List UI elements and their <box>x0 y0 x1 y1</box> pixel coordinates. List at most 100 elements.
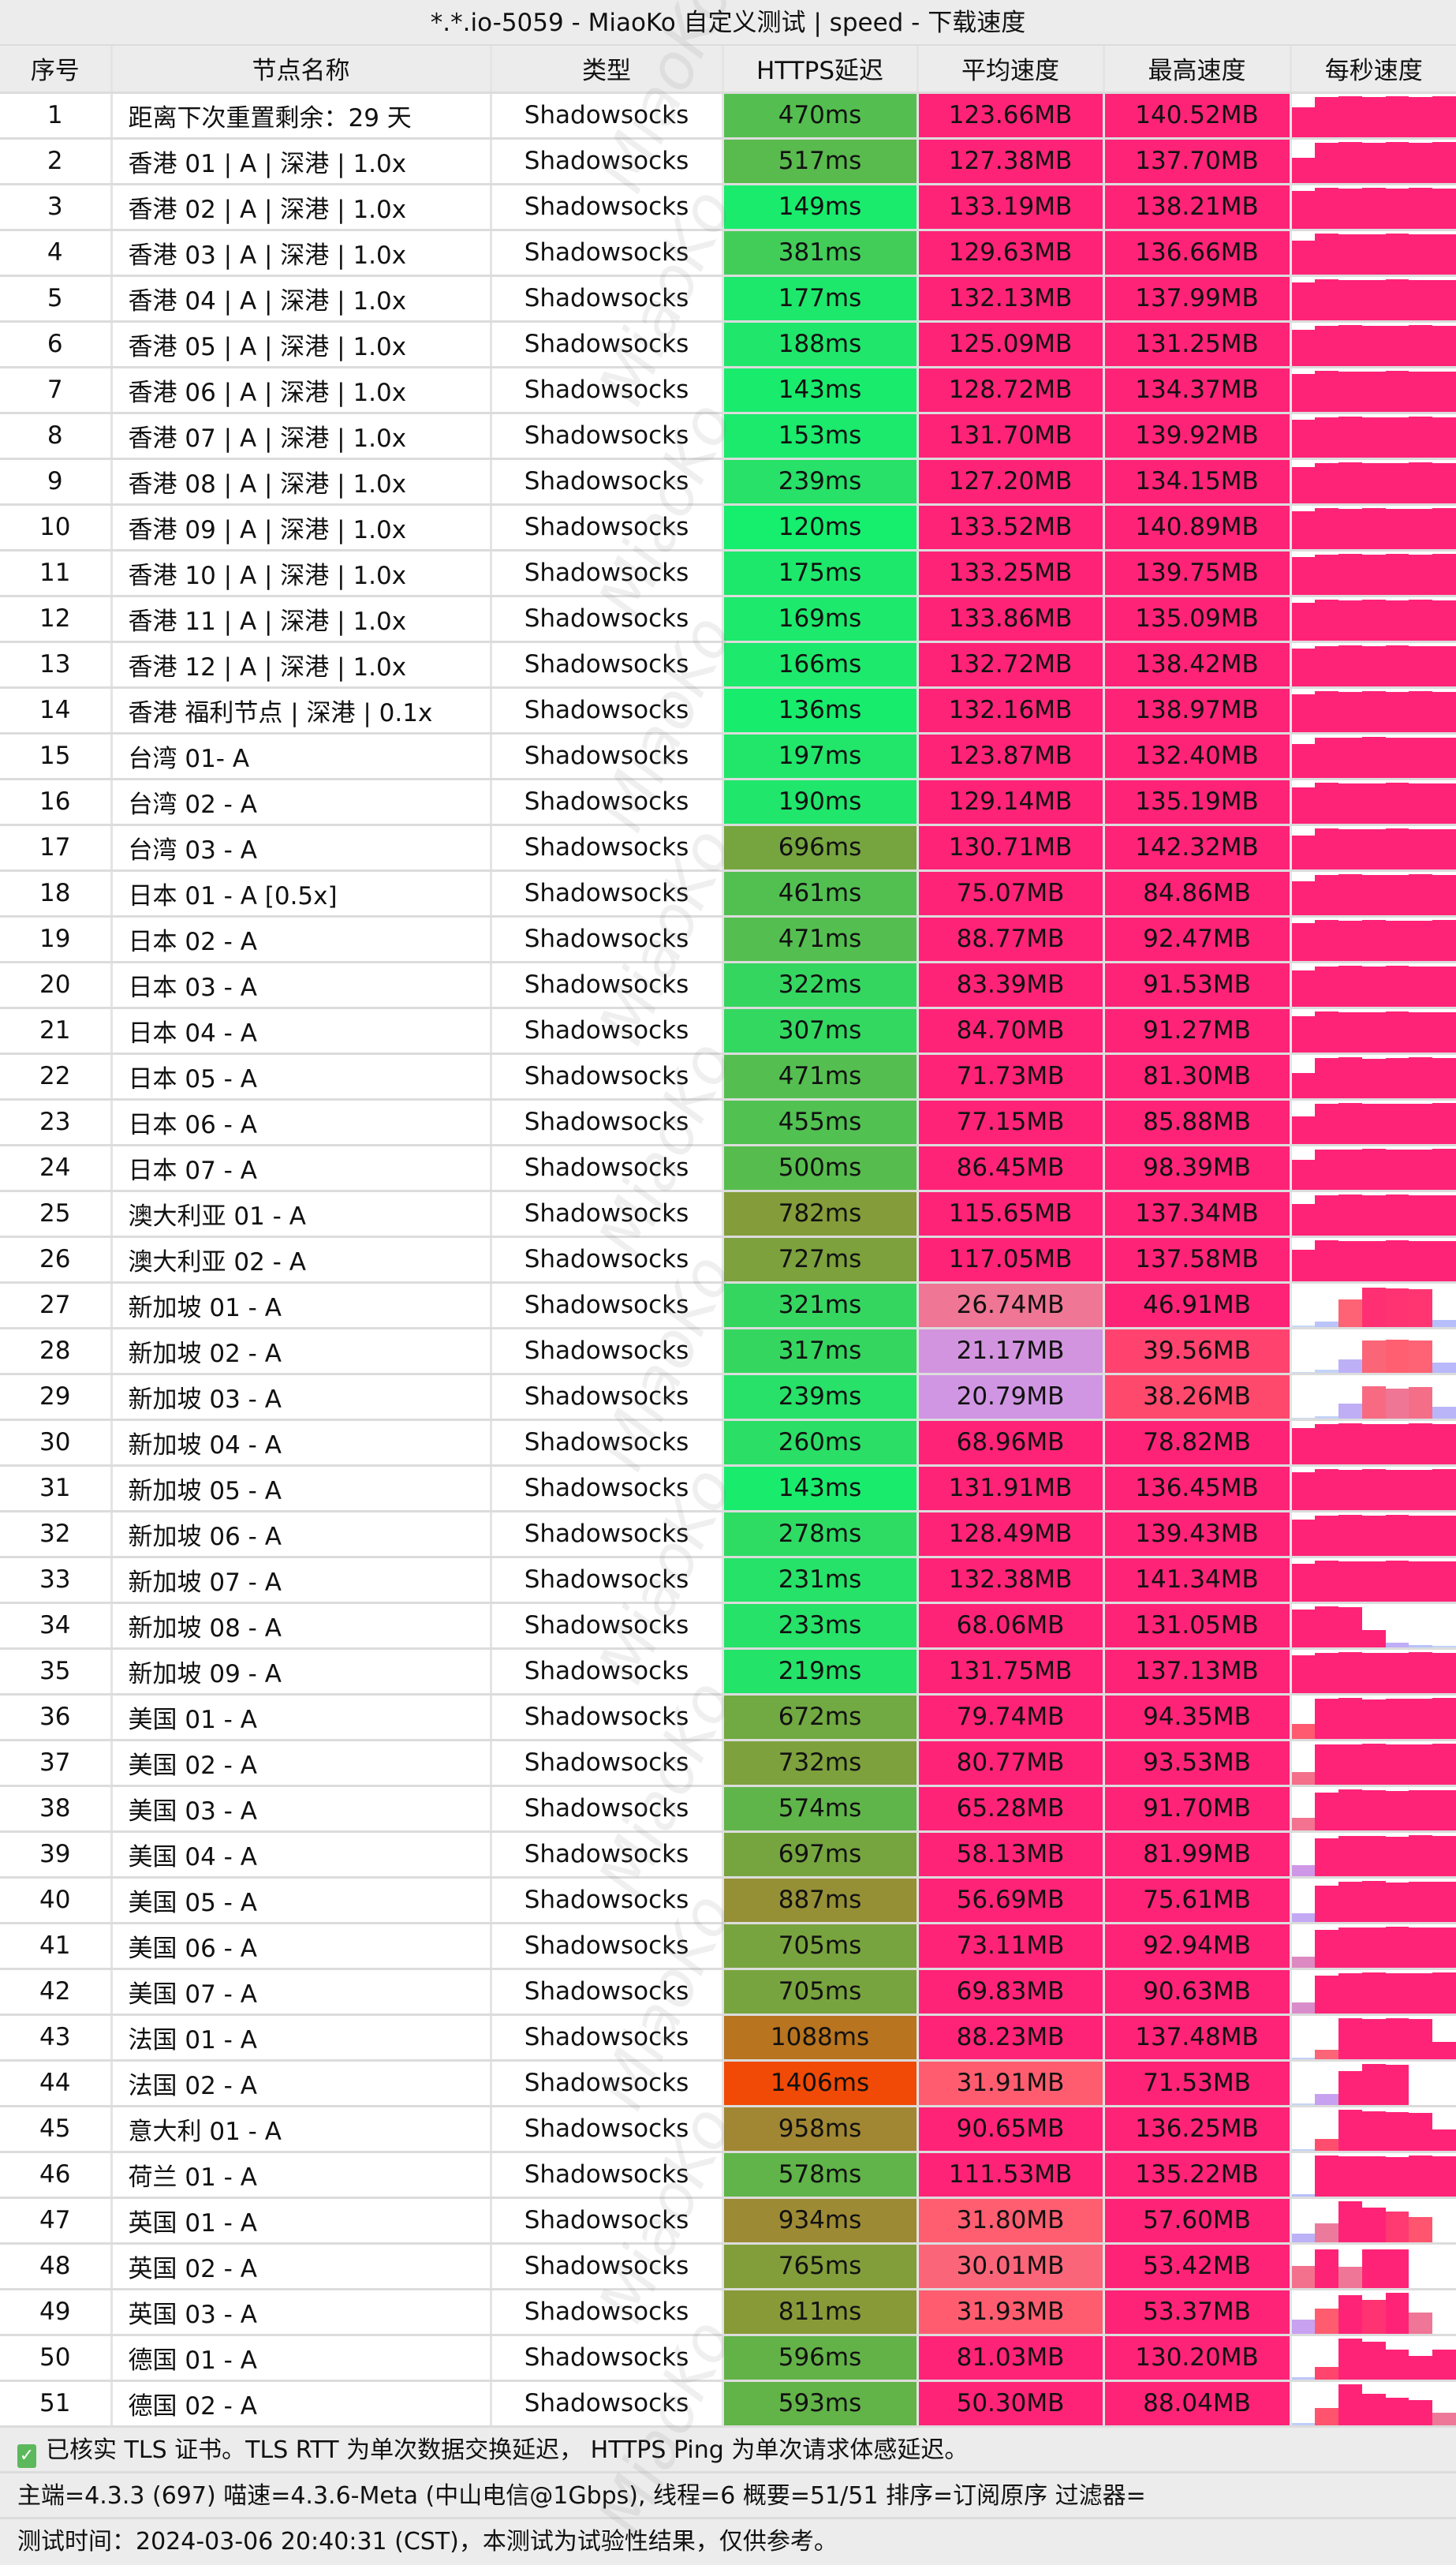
per-second-bar <box>1291 1771 1316 1783</box>
node-name-cell: 香港 福利节点 | 深港 | 0.1x <box>111 687 492 735</box>
per-second-bar <box>1409 1057 1433 1097</box>
table-row: 47 英国 01 - A Shadowsocks 934ms 31.80MB 57.60M… <box>0 2197 1456 2245</box>
per-second-bar <box>1432 646 1456 685</box>
node-name-cell: 美国 02 - A <box>111 1740 492 1787</box>
per-second-bar <box>1385 1561 1409 1600</box>
per-second-bar <box>1432 783 1456 822</box>
per-second-speed-chart <box>1290 2197 1456 2245</box>
per-second-bar <box>1361 97 1386 136</box>
per-second-bar <box>1432 1469 1456 1509</box>
type-cell: Shadowsocks <box>491 1145 724 1192</box>
index-cell: 42 <box>0 1969 113 2016</box>
footer-tls-note: ✓ 已核实 TLS 证书。TLS RTT 为单次数据交换延迟， HTTPS Pin… <box>0 2427 1456 2473</box>
per-second-bar <box>1385 1103 1409 1142</box>
max-speed-cell: 92.47MB <box>1103 916 1292 963</box>
per-second-bar <box>1409 2399 1433 2424</box>
per-second-bar <box>1315 279 1339 319</box>
node-name-cell: 香港 02 | A | 深港 | 1.0x <box>111 184 492 231</box>
table-row: 34 新加坡 08 - A Shadowsocks 233ms 68.06MB 131.0… <box>0 1602 1456 1650</box>
per-second-bar <box>1291 1723 1316 1737</box>
per-second-bar <box>1409 2018 1433 2058</box>
per-second-bar <box>1291 510 1316 548</box>
latency-cell: 231ms <box>722 1557 919 1604</box>
per-second-speed-chart <box>1290 230 1456 277</box>
max-speed-cell: 136.25MB <box>1103 2106 1292 2153</box>
latency-cell: 455ms <box>722 1099 919 1146</box>
table-row: 29 新加坡 03 - A Shadowsocks 239ms 20.79MB 38.26… <box>0 1374 1456 1421</box>
per-second-bar <box>1315 97 1339 136</box>
per-second-bar <box>1292 2103 1316 2104</box>
node-name-cell: 台湾 01- A <box>111 733 492 780</box>
per-second-bar <box>1409 1789 1433 1829</box>
index-cell: 31 <box>0 1465 113 1512</box>
table-row: 8 香港 07 | A | 深港 | 1.0x Shadowsocks 153ms 13… <box>0 413 1456 460</box>
footer-test-time: 测试时间：2024-03-06 20:40:31 (CST)，本测试为试验性结果… <box>0 2518 1456 2565</box>
latency-cell: 260ms <box>722 1419 919 1467</box>
index-cell: 22 <box>0 1053 113 1101</box>
type-cell: Shadowsocks <box>491 1465 724 1512</box>
latency-cell: 697ms <box>722 1831 919 1879</box>
per-second-bar <box>1409 1469 1433 1509</box>
per-second-speed-chart <box>1290 1648 1456 1696</box>
per-second-bar <box>1338 462 1362 502</box>
index-cell: 51 <box>0 2380 113 2428</box>
per-second-bar <box>1361 188 1386 227</box>
per-second-bar <box>1432 1646 1456 1647</box>
type-cell: Shadowsocks <box>491 1053 724 1101</box>
per-second-speed-chart <box>1290 641 1456 689</box>
type-cell: Shadowsocks <box>491 413 724 460</box>
latency-cell: 169ms <box>722 596 919 643</box>
table-row: 41 美国 06 - A Shadowsocks 705ms 73.11MB 92.94M… <box>0 1923 1456 1970</box>
per-second-bar <box>1338 783 1362 822</box>
latency-cell: 596ms <box>722 2335 919 2382</box>
type-cell: Shadowsocks <box>491 504 724 552</box>
per-second-bar <box>1338 692 1362 731</box>
per-second-bar <box>1291 1563 1316 1600</box>
index-cell: 11 <box>0 550 113 597</box>
index-cell: 45 <box>0 2106 113 2153</box>
type-cell: Shadowsocks <box>491 1282 724 1329</box>
avg-speed-cell: 123.87MB <box>917 733 1105 780</box>
max-speed-cell: 91.53MB <box>1103 962 1292 1009</box>
max-speed-cell: 46.91MB <box>1103 1282 1292 1329</box>
avg-speed-cell: 123.66MB <box>917 92 1105 140</box>
type-cell: Shadowsocks <box>491 321 724 368</box>
node-name-cell: 美国 05 - A <box>111 1877 492 1924</box>
per-second-speed-chart <box>1290 1831 1456 1879</box>
per-second-bar <box>1432 1836 1456 1875</box>
per-second-bar <box>1361 234 1386 273</box>
node-name-cell: 法国 02 - A <box>111 2060 492 2107</box>
table-row: 42 美国 07 - A Shadowsocks 705ms 69.83MB 90.63M… <box>0 1969 1456 2016</box>
per-second-bar <box>1291 190 1316 227</box>
max-speed-cell: 98.39MB <box>1103 1145 1292 1192</box>
table-row: 48 英国 02 - A Shadowsocks 765ms 30.01MB 53.42M… <box>0 2243 1456 2290</box>
node-name-cell: 日本 02 - A <box>111 916 492 963</box>
latency-cell: 593ms <box>722 2380 919 2428</box>
node-name-cell: 新加坡 02 - A <box>111 1328 492 1375</box>
index-cell: 5 <box>0 275 113 323</box>
per-second-bar <box>1291 241 1316 273</box>
table-row: 37 美国 02 - A Shadowsocks 732ms 80.77MB 93.53M… <box>0 1740 1456 1787</box>
max-speed-cell: 75.61MB <box>1103 1877 1292 1924</box>
index-cell: 18 <box>0 870 113 918</box>
per-second-bar <box>1361 2341 1386 2378</box>
type-cell: Shadowsocks <box>491 1008 724 1055</box>
type-cell: Shadowsocks <box>491 2289 724 2336</box>
index-cell: 23 <box>0 1099 113 1146</box>
type-cell: Shadowsocks <box>491 230 724 277</box>
per-second-bar <box>1361 920 1386 959</box>
per-second-bar <box>1361 1881 1386 1920</box>
index-cell: 17 <box>0 824 113 872</box>
per-second-bar <box>1315 1561 1339 1600</box>
latency-cell: 705ms <box>722 1969 919 2016</box>
per-second-speed-chart <box>1290 1145 1456 1192</box>
index-cell: 32 <box>0 1511 113 1558</box>
max-speed-cell: 135.09MB <box>1103 596 1292 643</box>
per-second-bar <box>1315 828 1339 868</box>
per-second-bar <box>1338 372 1362 410</box>
col-header-index: 序号 <box>0 46 113 94</box>
node-name-cell: 台湾 02 - A <box>111 779 492 826</box>
per-second-bar <box>1385 1339 1409 1371</box>
per-second-bar <box>1338 1606 1362 1646</box>
index-cell: 30 <box>0 1419 113 1467</box>
